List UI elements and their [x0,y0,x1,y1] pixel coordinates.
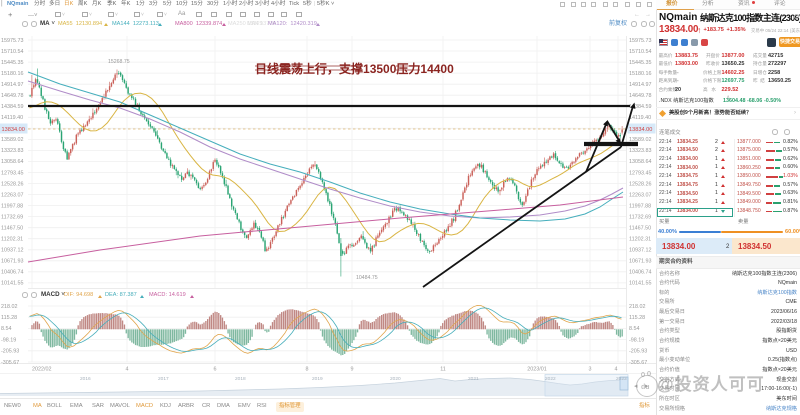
svg-text:14119.40: 14119.40 [629,115,651,121]
svg-text:15268.75: 15268.75 [108,59,130,65]
svg-text:15180.16: 15180.16 [1,71,23,77]
svg-text:14914.97: 14914.97 [629,82,651,88]
svg-text:-205.93: -205.93 [629,349,647,355]
svg-text:2023: 2023 [616,376,627,382]
svg-text:15445.35: 15445.35 [1,60,23,66]
svg-text:12528.26: 12528.26 [1,181,23,187]
svg-text:4: 4 [615,367,618,373]
svg-text:13323.83: 13323.83 [629,148,651,154]
svg-text:10937.12: 10937.12 [1,248,23,254]
svg-text:-305.67: -305.67 [1,360,19,366]
svg-text:8.54: 8.54 [1,326,12,332]
svg-text:14649.78: 14649.78 [629,93,651,99]
svg-text:10141.55: 10141.55 [1,281,23,287]
svg-text:10141.55: 10141.55 [629,281,651,287]
svg-text:8: 8 [306,367,309,373]
svg-text:11997.88: 11997.88 [629,203,651,209]
svg-text:10406.74: 10406.74 [1,270,23,276]
svg-text:13589.02: 13589.02 [629,137,651,143]
svg-text:12263.07: 12263.07 [629,192,651,198]
svg-text:11467.50: 11467.50 [629,226,651,232]
svg-text:10671.93: 10671.93 [1,259,23,265]
svg-text:-205.93: -205.93 [1,349,19,355]
svg-text:10406.74: 10406.74 [629,270,651,276]
svg-text:11202.31: 11202.31 [629,237,651,243]
svg-text:13834.00: 13834.00 [2,127,25,133]
svg-text:2020: 2020 [390,376,401,382]
svg-text:-98.19: -98.19 [1,337,16,343]
svg-text:115.28: 115.28 [629,315,645,321]
svg-text:14119.40: 14119.40 [1,115,23,121]
svg-text:11: 11 [440,367,446,373]
svg-text:13323.83: 13323.83 [1,148,23,154]
svg-text:11467.50: 11467.50 [1,226,23,232]
svg-text:2022: 2022 [545,376,556,382]
svg-text:10484.75: 10484.75 [356,275,378,281]
svg-text:13834.00: 13834.00 [629,127,652,133]
svg-text:13058.64: 13058.64 [629,159,651,165]
svg-text:2016: 2016 [80,376,91,382]
svg-text:14384.59: 14384.59 [629,104,651,110]
svg-text:4: 4 [126,367,129,373]
svg-text:-305.67: -305.67 [629,360,647,366]
svg-text:11202.31: 11202.31 [1,237,23,243]
svg-text:2021: 2021 [468,376,479,382]
svg-text:218.02: 218.02 [629,304,646,310]
svg-text:8.54: 8.54 [629,326,640,332]
svg-text:3: 3 [589,367,592,373]
svg-text:14914.97: 14914.97 [1,82,23,88]
svg-text:10937.12: 10937.12 [629,248,651,254]
svg-text:15710.54: 15710.54 [1,49,23,55]
svg-text:2017: 2017 [158,376,169,382]
svg-text:9: 9 [351,367,354,373]
svg-text:218.02: 218.02 [1,304,18,310]
svg-text:-98.19: -98.19 [629,337,644,343]
svg-text:15710.54: 15710.54 [629,49,651,55]
svg-text:13058.64: 13058.64 [1,159,23,165]
svg-text:6: 6 [214,367,217,373]
svg-text:2019: 2019 [312,376,323,382]
svg-text:11732.69: 11732.69 [1,214,23,220]
svg-text:13589.02: 13589.02 [1,137,23,143]
svg-text:2018: 2018 [235,376,246,382]
svg-text:15180.16: 15180.16 [629,71,651,77]
svg-text:14649.78: 14649.78 [1,93,23,99]
svg-text:11732.69: 11732.69 [629,214,651,220]
svg-text:12793.45: 12793.45 [629,170,651,176]
svg-text:11997.88: 11997.88 [1,203,23,209]
svg-text:2023/01: 2023/01 [527,367,547,373]
svg-text:15975.73: 15975.73 [1,38,23,44]
svg-text:14384.59: 14384.59 [1,104,23,110]
svg-text:12528.26: 12528.26 [629,181,651,187]
svg-text:115.28: 115.28 [1,315,17,321]
svg-text:10671.93: 10671.93 [629,259,651,265]
svg-text:12263.07: 12263.07 [1,192,23,198]
svg-text:12793.45: 12793.45 [1,170,23,176]
svg-text:15445.35: 15445.35 [629,60,651,66]
svg-text:2022/02: 2022/02 [32,367,52,373]
svg-text:15975.73: 15975.73 [629,38,651,44]
